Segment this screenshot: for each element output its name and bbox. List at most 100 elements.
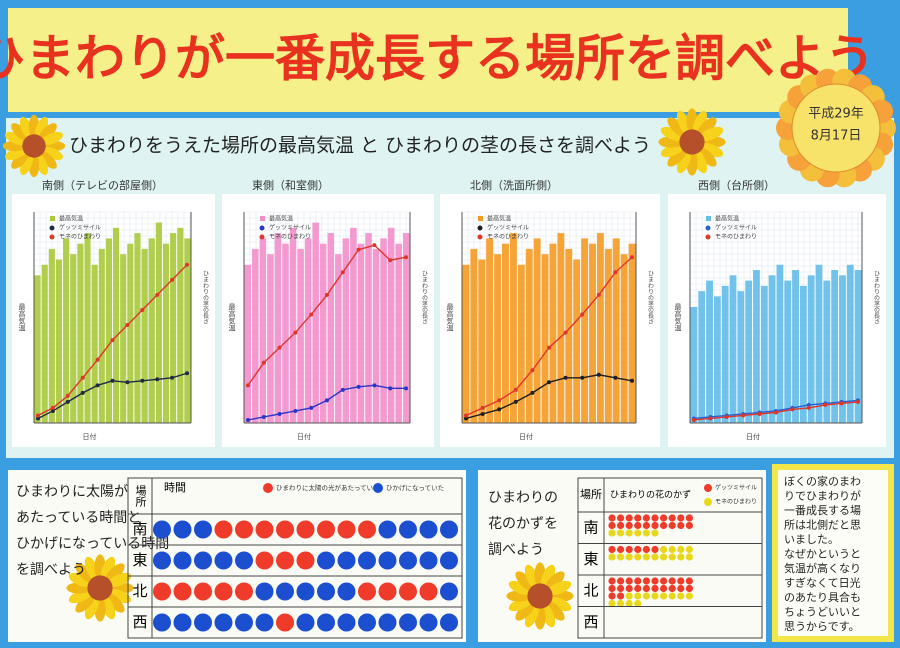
bar — [127, 243, 134, 423]
bar — [162, 243, 170, 423]
bar — [713, 296, 721, 423]
bar — [823, 280, 831, 423]
x-axis-label: 日付 — [297, 432, 311, 441]
legend-swatch — [477, 225, 483, 231]
petal — [676, 149, 692, 174]
hour-dot — [419, 520, 438, 539]
note-line: 気温が高くなり — [784, 561, 861, 575]
petal — [41, 146, 64, 161]
flower-dot — [651, 521, 659, 530]
line-point — [65, 393, 70, 398]
bar — [282, 243, 289, 423]
place: 北 — [583, 582, 598, 600]
hour-dot — [214, 520, 233, 539]
line-point — [356, 384, 361, 389]
bar — [494, 254, 502, 423]
legend-label: ゲッツミサイル — [715, 224, 757, 232]
bar — [768, 275, 776, 423]
line-point — [497, 398, 502, 403]
bar — [312, 222, 319, 423]
flower-dot — [677, 577, 685, 585]
bar — [517, 264, 525, 423]
line-point — [155, 292, 160, 297]
flower-title: ひまわりの — [488, 490, 558, 506]
line-point — [140, 307, 145, 312]
bar — [259, 238, 267, 423]
flower-dot — [617, 529, 625, 537]
flower-dot — [677, 545, 685, 554]
flower-dot — [642, 545, 651, 554]
line-point — [596, 292, 601, 297]
hour-dot — [214, 613, 233, 632]
hour-dot — [276, 613, 294, 632]
count-header: ひまわりの花のかず — [610, 489, 691, 501]
line-point — [497, 407, 502, 412]
line-point — [36, 413, 40, 418]
legend-label: モネのひまわり — [487, 234, 529, 241]
place: 南 — [132, 520, 147, 538]
line-point — [170, 375, 175, 380]
legend-label: ゲッツミサイル — [59, 224, 101, 232]
flower-center — [87, 575, 113, 601]
hour-dot — [419, 582, 438, 601]
petal — [699, 126, 724, 142]
hour-dot — [173, 551, 192, 570]
flower-dot — [608, 521, 616, 530]
line-point — [140, 378, 145, 383]
bar — [478, 259, 486, 423]
petal — [692, 149, 708, 174]
line-point — [185, 262, 189, 267]
hour-dot — [296, 551, 315, 570]
line-point — [277, 411, 282, 416]
line-point — [464, 413, 468, 418]
bar — [34, 275, 41, 423]
flower-dot — [634, 514, 642, 522]
flower-dot — [625, 553, 633, 561]
flower-dot — [660, 545, 668, 554]
flower-dot — [651, 592, 659, 600]
bar — [470, 248, 478, 423]
bar — [177, 227, 184, 423]
bar — [486, 238, 494, 423]
flower-dot — [608, 584, 616, 593]
petal — [75, 593, 95, 613]
line-point — [580, 312, 585, 317]
flower-dot — [634, 599, 642, 608]
note-line: のあたり具合も — [784, 590, 861, 604]
petal — [660, 142, 685, 158]
flower-dot — [634, 592, 642, 600]
chart-title: 西側（台所側） — [698, 178, 775, 192]
line-point — [563, 330, 568, 335]
petal — [4, 131, 27, 146]
legend-label: ひまわりに太陽の光があたっていた — [276, 483, 380, 492]
petal — [697, 147, 717, 167]
hour-dot — [337, 582, 356, 601]
line-point — [95, 383, 100, 388]
petal — [68, 572, 93, 588]
line-point — [480, 405, 485, 410]
line-point — [806, 402, 811, 407]
flower-dot — [634, 529, 642, 537]
flower-dot — [685, 584, 694, 593]
line-point — [464, 416, 468, 421]
petal — [100, 595, 116, 620]
petal — [547, 596, 572, 612]
line-point — [309, 405, 314, 410]
petal — [34, 116, 49, 139]
hour-dot — [399, 582, 417, 601]
hour-dot — [214, 551, 233, 570]
hour-dot — [440, 582, 458, 601]
bar — [244, 264, 252, 423]
petal — [547, 580, 572, 596]
line-point — [246, 417, 250, 422]
legend-label: 最高気温 — [59, 215, 83, 223]
line-point — [774, 410, 778, 415]
flower-dot — [608, 529, 616, 537]
flower-dot — [651, 577, 659, 585]
line-point — [613, 375, 618, 380]
place-header: 場所 — [580, 488, 602, 501]
hour-dot — [255, 613, 274, 632]
legend-label: モネのひまわり — [715, 499, 757, 506]
petal — [107, 572, 132, 588]
y-axis-label: 最高気温 — [446, 304, 454, 333]
